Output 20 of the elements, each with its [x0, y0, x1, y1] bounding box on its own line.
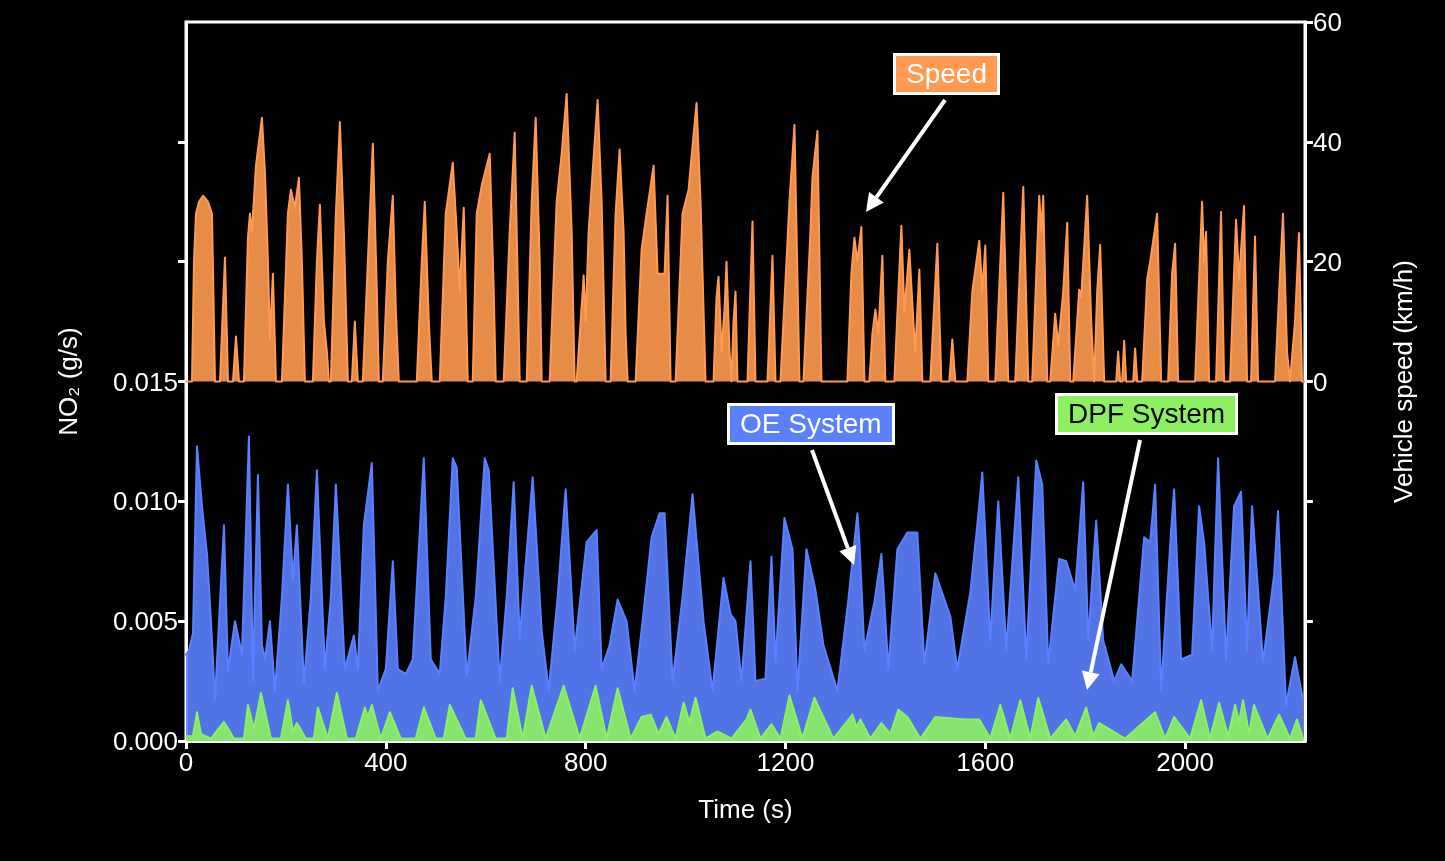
x-tick-label: 2000: [1156, 747, 1215, 777]
text: OE System: [727, 403, 895, 445]
y2-tick-label: 20: [1313, 246, 1342, 277]
x-tick-label: 1200: [756, 747, 815, 777]
x-tick-label: 0: [178, 747, 194, 777]
x-tick-label: 1600: [956, 747, 1015, 777]
y2-tick-label: 60: [1313, 7, 1342, 37]
y2-axis-title: Vehicle speed (km/h): [1388, 260, 1418, 503]
x-tick-label: 400: [364, 747, 408, 777]
x-tick-label: 800: [563, 747, 608, 777]
y-tick-label: 0.015: [112, 366, 178, 397]
y-tick-label: 0.000: [112, 726, 178, 756]
text: DPF System: [1055, 393, 1239, 435]
text: Speed: [893, 53, 1000, 95]
y-tick-label: 0.005: [112, 606, 178, 637]
y-tick-label: 0.010: [112, 486, 178, 517]
y2-tick-label: 0: [1313, 366, 1328, 397]
y-axis-title: NO₂ (g/s): [53, 327, 83, 436]
y2-tick-label: 40: [1313, 126, 1342, 157]
x-axis-title: Time (s): [698, 794, 793, 824]
